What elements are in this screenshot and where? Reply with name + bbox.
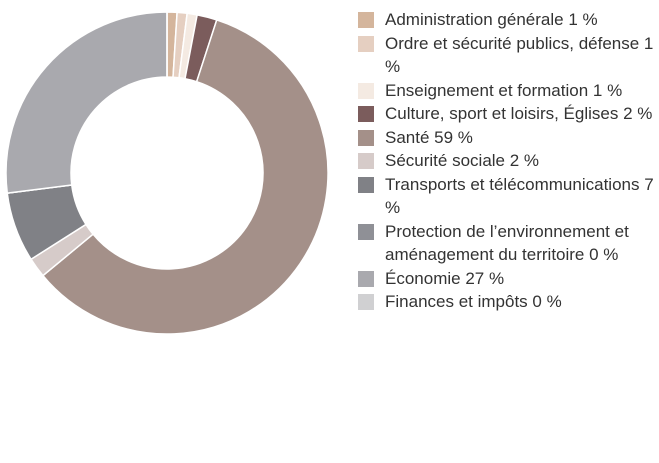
legend-swatch bbox=[358, 153, 374, 169]
legend-label: Transports et télécommunications bbox=[385, 174, 640, 194]
legend-label: Sécurité sociale bbox=[385, 151, 506, 170]
legend-swatch bbox=[358, 223, 374, 240]
legend: Administration générale 1 % Ordre et sécu… bbox=[358, 8, 658, 314]
value-label: 1 % bbox=[385, 33, 654, 77]
legend-text: Sécurité sociale 2 % bbox=[385, 149, 655, 173]
legend-text: Administration générale 1 % bbox=[385, 8, 655, 32]
legend-label: Culture, sport et loisirs, Églises bbox=[385, 104, 619, 123]
value-label: 0 % bbox=[532, 292, 562, 311]
legend-item: Transports et télécommunications 7 % bbox=[358, 173, 658, 220]
legend-swatch bbox=[358, 176, 374, 193]
legend-swatch bbox=[358, 82, 374, 99]
legend-label: Économie bbox=[385, 268, 461, 288]
legend-label: Santé bbox=[385, 127, 430, 147]
legend-label: Protection de l’environnement et aménage… bbox=[385, 221, 629, 265]
legend-swatch bbox=[358, 106, 374, 122]
legend-text: Ordre et sécurité publics, défense 1 % bbox=[385, 32, 655, 79]
slice bbox=[41, 18, 329, 335]
legend-label: Enseignement et formation bbox=[385, 80, 589, 100]
value-label: 0 % bbox=[589, 245, 619, 264]
slice bbox=[5, 11, 168, 195]
donut bbox=[5, 11, 329, 335]
legend-label: Ordre et sécurité publics, défense bbox=[385, 33, 640, 53]
legend-text: Protection de l’environnement et aménage… bbox=[385, 220, 655, 267]
legend-swatch bbox=[358, 12, 374, 28]
legend-label: Finances et impôts bbox=[385, 292, 528, 311]
legend-swatch bbox=[358, 35, 374, 52]
value-label: 1 % bbox=[568, 10, 598, 29]
legend-item: Culture, sport et loisirs, Églises 2 % bbox=[358, 102, 658, 126]
legend-swatch bbox=[358, 270, 374, 287]
legend-swatch bbox=[358, 129, 374, 146]
legend-text: Finances et impôts 0 % bbox=[385, 290, 655, 314]
legend-text: Culture, sport et loisirs, Églises 2 % bbox=[385, 102, 655, 126]
value-label: 7 % bbox=[385, 174, 654, 218]
legend-label: Administration générale bbox=[385, 10, 564, 29]
legend-item: Administration générale 1 % bbox=[358, 8, 658, 32]
legend-item: Enseignement et formation 1 % bbox=[358, 79, 658, 103]
value-label: 1 % bbox=[592, 80, 623, 100]
value-label: 2 % bbox=[623, 104, 653, 123]
legend-item: Économie 27 % bbox=[358, 267, 658, 291]
value-label: 27 % bbox=[465, 268, 505, 288]
value-label: 59 % bbox=[434, 127, 473, 147]
legend-item: Protection de l’environnement et aménage… bbox=[358, 220, 658, 267]
legend-swatch bbox=[358, 294, 374, 310]
value-label: 2 % bbox=[509, 151, 540, 170]
legend-item: Sécurité sociale 2 % bbox=[358, 149, 658, 173]
legend-text: Enseignement et formation 1 % bbox=[385, 79, 655, 103]
legend-text: Transports et télécommunications 7 % bbox=[385, 173, 655, 220]
legend-item: Santé 59 % bbox=[358, 126, 658, 150]
legend-item: Ordre et sécurité publics, défense 1 % bbox=[358, 32, 658, 79]
legend-item: Finances et impôts 0 % bbox=[358, 290, 658, 314]
legend-text: Économie 27 % bbox=[385, 267, 655, 291]
legend-text: Santé 59 % bbox=[385, 126, 655, 150]
